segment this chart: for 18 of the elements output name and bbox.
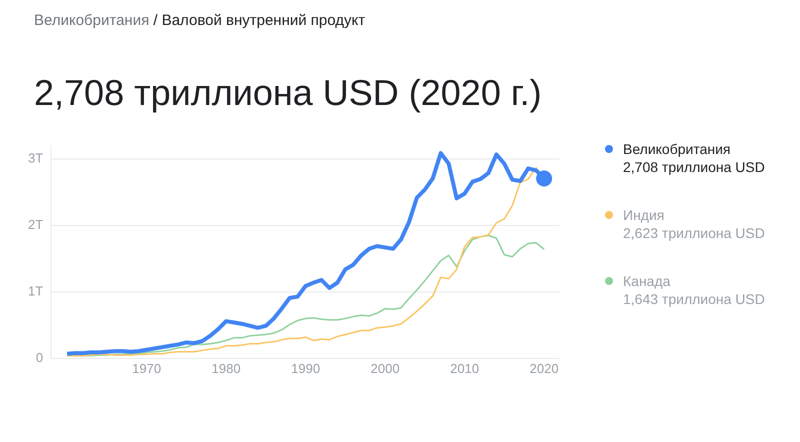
chart-title: 2,708 триллиона USD (2020 г.) (34, 72, 542, 114)
y-tick-label: 2T (28, 217, 44, 232)
x-tick-label: 2020 (530, 360, 559, 376)
x-tick-label: 1970 (132, 360, 162, 376)
legend-label: Канада (623, 272, 672, 290)
text: 2,708 триллиона USD (623, 158, 766, 176)
y-tick-label: 1T (28, 284, 44, 299)
legend-label: Великобритания (623, 140, 732, 158)
chart-subtitle: Великобритания / Валовой внутренний продукт (34, 12, 366, 29)
text: 2,623 триллиона USD (623, 224, 766, 242)
y-tick-label: 0 (36, 350, 44, 365)
text: 1,643 триллиона USD (623, 290, 766, 308)
x-tick-label: 1990 (291, 360, 320, 376)
x-tick-label: 1980 (212, 360, 241, 376)
legend-label: Индия (623, 206, 666, 224)
x-tick-label: 2010 (450, 360, 480, 376)
x-tick-label: 2000 (370, 360, 400, 376)
y-tick-label: 3T (28, 150, 44, 166)
